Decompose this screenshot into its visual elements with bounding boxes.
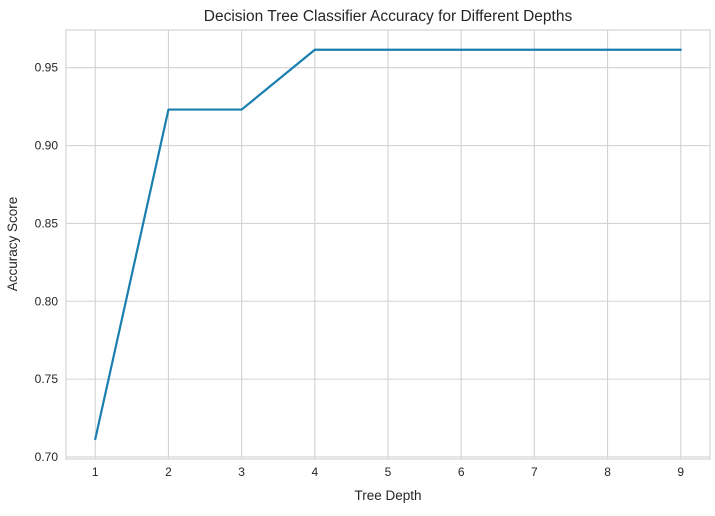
data-point [460, 48, 463, 51]
data-point [387, 48, 389, 51]
data-point [240, 108, 243, 111]
data-point [313, 48, 316, 51]
y-tick-label: 0.85 [35, 216, 59, 230]
y-tick-label: 0.75 [35, 372, 59, 386]
series-layer [94, 48, 682, 441]
x-tick-label: 7 [531, 465, 538, 479]
y-axis-label: Accuracy Score [5, 197, 20, 292]
x-axis-label: Tree Depth [354, 488, 421, 503]
y-tick-label: 0.95 [35, 61, 59, 75]
data-point [606, 48, 609, 51]
data-point [679, 48, 682, 51]
data-point [167, 108, 170, 111]
y-tick-label: 0.80 [35, 294, 59, 308]
x-axis-ticks: 1 2 3 4 5 6 7 8 9 [92, 465, 684, 479]
x-tick-label: 1 [92, 465, 99, 479]
x-tick-label: 6 [458, 465, 465, 479]
y-axis-ticks: 0.70 0.75 0.80 0.85 0.90 0.95 [35, 61, 59, 464]
data-point [533, 48, 536, 51]
chart-title: Decision Tree Classifier Accuracy for Di… [204, 8, 573, 25]
x-tick-label: 5 [385, 465, 392, 479]
x-tick-label: 4 [311, 465, 318, 479]
data-point [94, 438, 97, 441]
x-tick-label: 9 [677, 465, 684, 479]
grid-lines [66, 30, 710, 459]
y-tick-label: 0.90 [35, 139, 59, 153]
x-tick-label: 8 [604, 465, 611, 479]
x-tick-label: 2 [165, 465, 172, 479]
y-tick-label: 0.70 [35, 450, 59, 464]
x-tick-label: 3 [238, 465, 245, 479]
